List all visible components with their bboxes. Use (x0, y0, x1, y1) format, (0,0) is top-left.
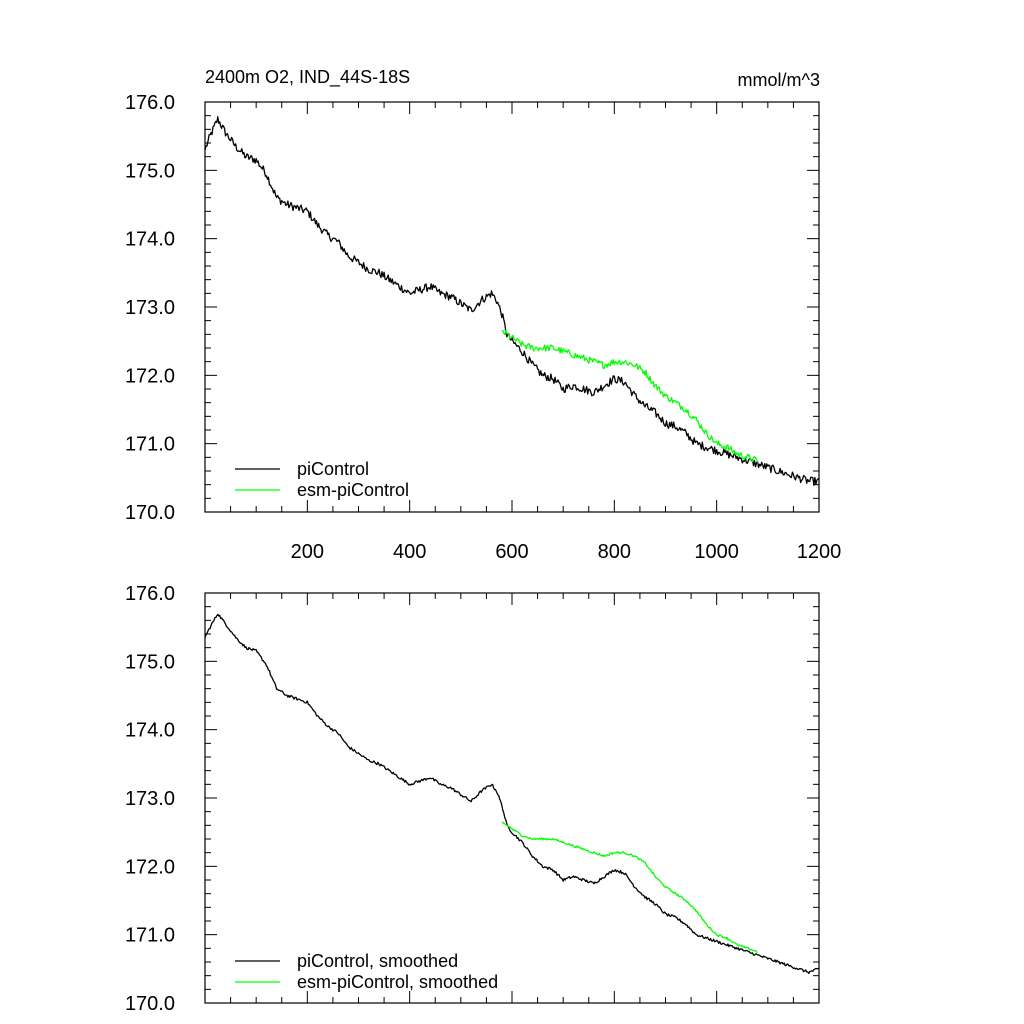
series-line-esm-picontrol-smoothed (501, 821, 758, 954)
y-tick-label: 176.0 (125, 92, 175, 114)
legend: piControl esm-piControl (235, 459, 409, 500)
y-tick-label: 170.0 (125, 502, 175, 524)
y-tick-label: 175.0 (125, 651, 175, 673)
series-layer (204, 613, 820, 975)
y-tick-label: 173.0 (125, 297, 175, 319)
x-tick-label: 800 (598, 541, 631, 563)
y-tick-label: 174.0 (125, 229, 175, 251)
ticks-layer: 170.0 171.0 172.0 173.0 174.0 175.0 176.0 200 40… (125, 92, 841, 563)
x-tick-label: 200 (291, 541, 324, 563)
x-tick-label: 1200 (797, 541, 842, 563)
y-tick-label: 171.0 (125, 434, 175, 456)
series-line-esm-picontrol (501, 329, 759, 463)
units-label: mmol/m^3 (738, 70, 820, 90)
plot-frame (204, 592, 820, 1004)
legend-label-picontrol-smoothed: piControl, smoothed (297, 951, 458, 971)
x-tick-label: 400 (393, 541, 426, 563)
ticks-layer: 170.0 171.0 172.0 173.0 174.0 175.0 176.0 (125, 583, 820, 1015)
legend-label-esm-picontrol: esm-piControl (297, 480, 409, 500)
legend-label-picontrol: piControl (297, 459, 369, 479)
x-tick-label: 600 (495, 541, 528, 563)
series-line-picontrol (204, 116, 820, 486)
x-tick-label: 1000 (694, 541, 739, 563)
bottom-panel: 170.0 171.0 172.0 173.0 174.0 175.0 176.0 piCo… (125, 583, 820, 1015)
legend-label-esm-picontrol-smoothed: esm-piControl, smoothed (297, 972, 498, 992)
plot-frame (204, 101, 820, 513)
legend: piControl, smoothed esm-piControl, smoot… (235, 951, 498, 992)
chart-title: 2400m O2, IND_44S-18S (205, 67, 410, 88)
y-tick-label: 172.0 (125, 365, 175, 387)
series-line-picontrol-smoothed (204, 613, 820, 975)
y-tick-label: 170.0 (125, 993, 175, 1015)
y-tick-label: 174.0 (125, 720, 175, 742)
y-tick-label: 173.0 (125, 788, 175, 810)
series-layer (204, 116, 820, 486)
y-tick-label: 171.0 (125, 925, 175, 947)
y-tick-label: 176.0 (125, 583, 175, 605)
y-tick-label: 172.0 (125, 856, 175, 878)
y-tick-label: 175.0 (125, 160, 175, 182)
top-panel: 2400m O2, IND_44S-18S mmol/m^3 170.0 171.… (125, 67, 841, 563)
